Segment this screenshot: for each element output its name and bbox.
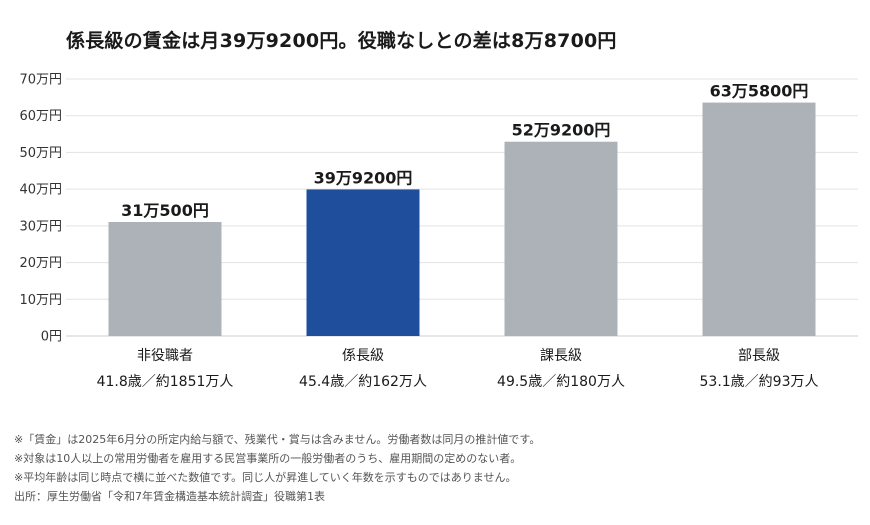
footnote-1: ※「賃金」は2025年6月分の所定内給与額で、残業代・賞与は含みません。労働者数…	[14, 433, 541, 446]
category-labels: 非役職者 41.8歳／約1851万人 係長級 45.4歳／約162万人 課長級 49.5歳…	[97, 348, 819, 390]
source-note: 出所：厚生労働省「令和7年賃金構造基本統計調査」役職第1表	[14, 490, 325, 503]
bar-chart: 0円 10万円 20万円 30万円 40万円 50万円 60万円 70万円 31万500円 39…	[19, 73, 858, 390]
data-label: 63万5800円	[710, 82, 809, 101]
footnotes: ※「賃金」は2025年6月分の所定内給与額で、残業代・賞与は含みません。労働者数…	[14, 430, 864, 506]
category-sublabel: 53.1歳／約93万人	[700, 374, 819, 390]
y-tick-label: 0円	[41, 330, 62, 345]
footnote-2: ※対象は10人以上の常用労働者を雇用する民営事業所の一般労働者のうち、雇用期間の…	[14, 452, 522, 465]
category-label: 係長級	[342, 348, 384, 364]
bar	[108, 222, 222, 336]
bar	[306, 189, 420, 336]
data-labels: 31万500円 39万9200円 52万9200円 63万5800円	[121, 82, 808, 220]
y-tick-label: 60万円	[19, 109, 62, 124]
y-tick-label: 20万円	[19, 256, 62, 271]
bar	[504, 141, 618, 336]
y-axis-ticks: 0円 10万円 20万円 30万円 40万円 50万円 60万円 70万円	[19, 73, 62, 345]
bars	[108, 102, 816, 336]
category-label: 非役職者	[137, 348, 193, 364]
footnote-3: ※平均年齢は同じ時点で横に並べた数値です。同じ人が昇進していく年数を示すものでは…	[14, 471, 517, 484]
category-sublabel: 41.8歳／約1851万人	[97, 374, 234, 390]
data-label: 31万500円	[121, 201, 209, 220]
y-tick-label: 50万円	[19, 146, 62, 161]
y-tick-label: 40万円	[19, 183, 62, 198]
chart-title: 係長級の賃金は月39万9200円。役職なしとの差は8万8700円	[66, 30, 617, 52]
category-label: 部長級	[738, 348, 780, 364]
category-label: 課長級	[540, 348, 582, 364]
bar	[702, 102, 816, 336]
data-label: 39万9200円	[314, 168, 413, 187]
y-tick-label: 30万円	[19, 219, 62, 234]
data-label: 52万9200円	[512, 121, 611, 140]
category-sublabel: 49.5歳／約180万人	[497, 374, 625, 390]
category-sublabel: 45.4歳／約162万人	[299, 374, 427, 390]
y-tick-label: 70万円	[19, 73, 62, 88]
y-tick-label: 10万円	[19, 293, 62, 308]
